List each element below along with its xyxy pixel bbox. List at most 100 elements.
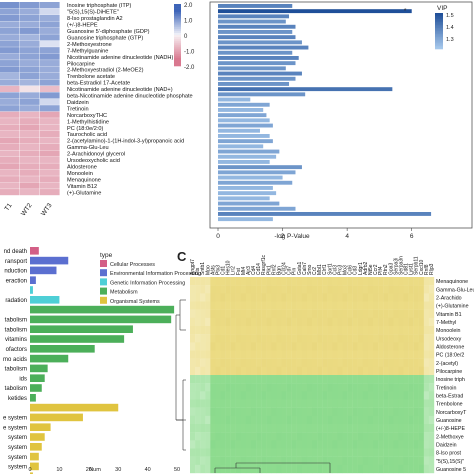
heatmap-cell	[306, 375, 313, 384]
heatmap-cell	[317, 456, 323, 466]
heatmap-cell	[261, 383, 267, 392]
heatmap-cell	[352, 309, 358, 319]
heatmap-cell	[362, 293, 369, 302]
heatmap-cell	[423, 391, 430, 400]
heatmap-cell	[423, 326, 430, 335]
heatmap-cell	[210, 285, 216, 294]
heatmap-cell	[271, 440, 277, 449]
bar	[218, 82, 290, 86]
heatmap-cell	[245, 375, 252, 384]
heatmap-cell	[240, 350, 247, 359]
heatmap-row-label: Nicotinamide adenine dinucleotide (NAD+)	[67, 87, 173, 93]
heatmap-cell	[210, 301, 216, 310]
heatmap-cell	[251, 432, 257, 441]
heatmap-cell	[393, 317, 399, 327]
heatmap-cell	[342, 407, 348, 417]
heatmap-cell	[266, 334, 272, 343]
heatmap-cell	[408, 391, 414, 400]
bar	[30, 286, 33, 294]
heatmap-cell	[225, 277, 231, 286]
heatmap-cell	[256, 293, 262, 302]
heatmap-cell	[342, 399, 348, 408]
heatmap-cell	[322, 375, 328, 384]
heatmap-cell	[251, 317, 257, 327]
heatmap-cell	[301, 424, 308, 433]
heatmap-cell	[312, 391, 318, 400]
heatmap-cell	[245, 424, 252, 433]
heatmap-cell	[362, 375, 369, 384]
legend-swatch	[174, 8, 181, 11]
heatmap-cell	[393, 432, 399, 441]
heatmap-cell	[286, 285, 292, 294]
heatmap-cell	[20, 156, 40, 163]
heatmap-cell	[367, 415, 374, 425]
heatmap-cell	[393, 285, 399, 294]
heatmap-cell	[286, 407, 292, 417]
heatmap-cell	[20, 2, 40, 9]
heatmap-cell	[261, 293, 267, 302]
heatmap-cell	[342, 293, 348, 302]
heatmap-column-label: Gpa3	[388, 263, 394, 275]
heatmap-cell	[281, 375, 287, 384]
heatmap-cell	[261, 424, 267, 433]
heatmap-cell	[403, 293, 409, 302]
heatmap-cell	[393, 277, 399, 286]
heatmap-cell	[362, 334, 369, 343]
heatmap-cell	[418, 317, 425, 327]
heatmap-cell	[220, 448, 226, 457]
heatmap-row-label: 8-Iso prostaglandin A2	[67, 16, 123, 22]
heatmap-cell	[362, 432, 369, 441]
heatmap-cell	[245, 464, 252, 474]
heatmap-cell	[271, 366, 277, 376]
heatmap-cell	[245, 407, 252, 417]
heatmap-column-label: Serpa3n	[398, 256, 404, 275]
heatmap-cell	[190, 383, 196, 392]
heatmap-cell	[393, 293, 399, 302]
x-tick-label: 4	[345, 233, 349, 240]
heatmap-cell	[301, 358, 308, 368]
heatmap-cell	[205, 342, 211, 351]
heatmap-cell	[423, 424, 430, 433]
heatmap-cell	[0, 2, 20, 9]
heatmap-cell	[337, 326, 343, 335]
heatmap-cell	[40, 137, 60, 144]
heatmap-cell	[286, 399, 292, 408]
legend-label: Environmental Information Processing	[110, 271, 201, 277]
heatmap-cell	[40, 176, 60, 183]
legend-swatch	[435, 16, 443, 18]
heatmap-cell	[40, 156, 60, 163]
legend-label: Organismal Systems	[110, 299, 160, 305]
heatmap-cell	[322, 317, 328, 327]
heatmap-cell	[413, 399, 419, 408]
heatmap-cell	[317, 277, 323, 286]
heatmap-cell	[423, 334, 430, 343]
heatmap-cell	[342, 317, 348, 327]
legend-swatch	[174, 4, 181, 7]
heatmap-cell	[373, 432, 379, 441]
heatmap-cell	[296, 424, 303, 433]
heatmap-cell	[230, 342, 236, 351]
heatmap-cell	[383, 277, 389, 286]
heatmap-cell	[383, 317, 389, 327]
heatmap-cell	[388, 432, 394, 441]
heatmap-cell	[301, 399, 308, 408]
heatmap-cell	[317, 293, 323, 302]
heatmap-cell	[322, 448, 328, 457]
heatmap-cell	[200, 309, 206, 319]
heatmap-cell	[230, 326, 236, 335]
heatmap-cell	[327, 285, 333, 294]
heatmap-cell	[327, 334, 333, 343]
heatmap-cell	[40, 85, 60, 92]
heatmap-cell	[306, 456, 313, 466]
heatmap-cell	[200, 277, 206, 286]
heatmap-cell	[205, 415, 211, 425]
heatmap-cell	[378, 407, 384, 417]
legend-tick-label: -1.0	[184, 50, 195, 56]
heatmap-cell	[388, 464, 394, 474]
legend-swatch	[435, 19, 443, 21]
heatmap-cell	[413, 277, 419, 286]
heatmap-cell	[245, 293, 252, 302]
heatmap-cell	[393, 326, 399, 335]
heatmap-cell	[291, 440, 297, 449]
heatmap-cell	[271, 334, 277, 343]
